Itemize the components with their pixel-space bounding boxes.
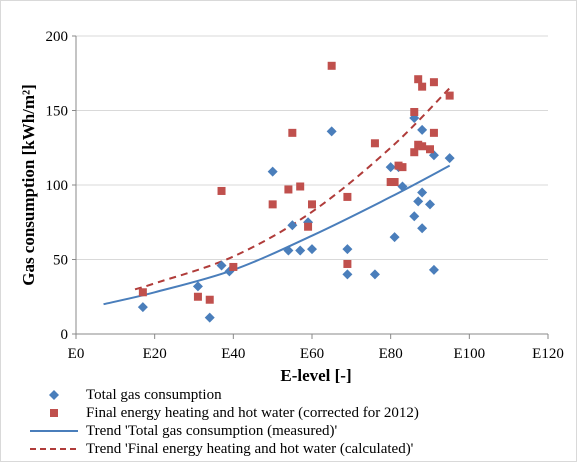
- data-point-total-gas: [283, 245, 294, 256]
- legend-item-final-energy: Final energy heating and hot water (corr…: [28, 404, 568, 422]
- data-point-total-gas: [417, 187, 428, 198]
- data-point-total-gas: [267, 166, 278, 177]
- data-point-total-gas: [385, 162, 396, 173]
- data-point-total-gas: [307, 244, 317, 255]
- data-point-total-gas: [444, 153, 455, 164]
- data-point-final-energy: [426, 145, 434, 154]
- axes: [72, 35, 549, 339]
- x-tick-label: E60: [300, 346, 324, 362]
- trendlines: [103, 87, 451, 306]
- y-axis-label: Gas consumption [kWh/m²]: [19, 84, 38, 286]
- data-point-final-energy: [418, 82, 427, 91]
- data-point-final-energy: [429, 128, 438, 137]
- data-point-total-gas: [342, 244, 353, 255]
- legend-label: Total gas consumption: [86, 387, 222, 403]
- data-point-final-energy: [343, 259, 352, 268]
- data-point-final-energy: [288, 128, 297, 137]
- data-point-final-energy: [327, 61, 336, 70]
- data-points: [137, 61, 455, 323]
- data-point-final-energy: [398, 163, 407, 172]
- data-point-total-gas: [295, 245, 306, 256]
- y-tick-label: 200: [46, 29, 69, 45]
- solid-line-icon: [30, 430, 78, 432]
- data-point-total-gas: [326, 126, 337, 137]
- y-tick-label: 100: [46, 178, 69, 194]
- legend: Total gas consumption Final energy heati…: [28, 386, 568, 458]
- x-tick-label: E80: [379, 346, 403, 362]
- data-point-total-gas: [369, 269, 380, 280]
- legend-item-trend-total: Trend 'Total gas consumption (measured)': [28, 422, 568, 440]
- data-point-total-gas: [417, 223, 428, 234]
- diamond-marker-icon: [49, 390, 59, 400]
- x-tick-label: E0: [68, 346, 85, 362]
- gridlines: [76, 35, 548, 260]
- data-point-final-energy: [268, 200, 277, 209]
- y-tick-label: 150: [46, 104, 69, 120]
- data-point-final-energy: [308, 200, 316, 209]
- trendline-1: [134, 87, 451, 291]
- data-point-final-energy: [343, 192, 352, 201]
- legend-label: Trend 'Final energy heating and hot wate…: [86, 441, 414, 457]
- data-point-total-gas: [204, 312, 215, 323]
- legend-item-total-gas: Total gas consumption: [28, 386, 568, 404]
- square-marker-icon: [50, 409, 58, 417]
- x-tick-label: E100: [453, 346, 485, 362]
- data-point-final-energy: [418, 142, 427, 151]
- data-point-final-energy: [370, 139, 379, 148]
- x-tick-label: E20: [143, 346, 167, 362]
- data-point-total-gas: [389, 232, 400, 243]
- data-point-final-energy: [296, 182, 305, 191]
- data-point-final-energy: [410, 107, 419, 116]
- data-point-total-gas: [417, 124, 428, 135]
- x-axis-label: E-level [-]: [280, 366, 351, 385]
- data-point-final-energy: [414, 75, 423, 84]
- data-point-total-gas: [397, 181, 408, 192]
- data-point-final-energy: [429, 78, 438, 87]
- data-point-final-energy: [284, 185, 293, 194]
- x-tick-label: E40: [221, 346, 245, 362]
- data-point-total-gas: [342, 269, 353, 280]
- data-point-final-energy: [445, 91, 454, 100]
- data-point-final-energy: [410, 148, 419, 157]
- data-point-total-gas: [216, 260, 227, 271]
- y-tick-label: 0: [61, 327, 69, 343]
- data-point-final-energy: [138, 288, 147, 297]
- y-tick-label: 50: [53, 253, 68, 269]
- data-point-final-energy: [304, 222, 313, 231]
- data-point-final-energy: [390, 178, 399, 187]
- legend-label: Final energy heating and hot water (corr…: [86, 405, 419, 421]
- x-tick-label: E120: [532, 346, 564, 362]
- data-point-total-gas: [192, 281, 203, 292]
- legend-item-trend-final: Trend 'Final energy heating and hot wate…: [28, 440, 568, 458]
- dashed-line-icon: [30, 448, 78, 450]
- data-point-final-energy: [193, 292, 202, 301]
- data-point-final-energy: [217, 186, 226, 195]
- data-point-final-energy: [229, 262, 238, 271]
- data-point-total-gas: [137, 302, 148, 313]
- trendline-0: [103, 164, 451, 306]
- legend-label: Trend 'Total gas consumption (measured)': [86, 423, 338, 439]
- data-point-total-gas: [425, 199, 435, 210]
- data-point-final-energy: [205, 295, 214, 304]
- tick-labels: 0 50 100 150 200 E0 E20 E40 E60 E80 E100 E120: [46, 29, 564, 362]
- data-point-total-gas: [409, 211, 420, 222]
- data-point-total-gas: [428, 264, 439, 275]
- data-point-total-gas: [413, 196, 424, 207]
- data-point-total-gas: [287, 220, 298, 231]
